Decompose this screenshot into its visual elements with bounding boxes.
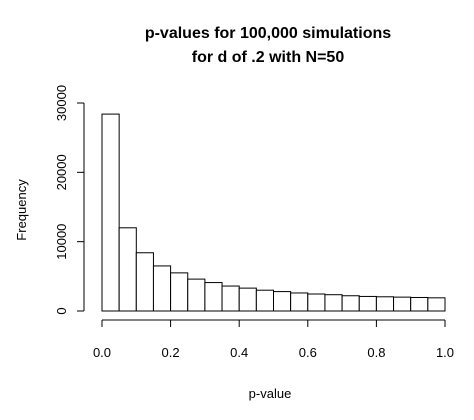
- histogram-bar: [358, 295, 377, 312]
- histogram-bar: [101, 113, 120, 312]
- histogram-bar: [427, 297, 446, 312]
- histogram-bar: [170, 272, 189, 312]
- chart-title-line-1: p-values for 100,000 simulations: [145, 25, 391, 42]
- histogram-bar: [375, 296, 395, 312]
- chart-title-line-2: for d of .2 with N=50: [192, 49, 345, 66]
- histogram-bar: [290, 292, 309, 312]
- histogram-bar: [221, 285, 240, 312]
- y-tick-label: 20000: [54, 154, 69, 190]
- histogram-bar: [238, 287, 257, 312]
- histogram-bar: [118, 227, 137, 312]
- histogram-bar: [393, 296, 412, 312]
- x-tick-label: 0.2: [162, 345, 180, 360]
- x-tick-label: 0.6: [299, 345, 317, 360]
- y-tick-label: 30000: [54, 85, 69, 121]
- x-axis: 0.0 0.2 0.4 0.6 0.8 1.0: [93, 319, 454, 360]
- histogram-bar: [152, 265, 172, 312]
- histogram-bar: [307, 293, 326, 312]
- histogram-bar: [187, 278, 206, 312]
- y-tick-label: 0: [54, 307, 69, 314]
- histogram-bar: [410, 296, 429, 312]
- x-tick-label: 1.0: [436, 345, 454, 360]
- histogram-bar: [255, 289, 275, 312]
- histogram-bar: [324, 294, 343, 312]
- histogram-bar: [135, 252, 154, 312]
- histogram-bar: [341, 295, 360, 312]
- x-axis-label: p-value: [249, 386, 292, 401]
- x-tick-label: 0.4: [230, 345, 248, 360]
- x-tick-label: 0.0: [93, 345, 111, 360]
- y-axis-label: Frequency: [14, 179, 29, 241]
- histogram-bar: [273, 291, 292, 312]
- histogram-bar: [204, 282, 223, 312]
- x-tick-label: 0.8: [367, 345, 385, 360]
- bars-layer: [101, 113, 446, 312]
- y-axis: 0 10000 20000 30000: [54, 85, 85, 315]
- y-tick-label: 10000: [54, 224, 69, 260]
